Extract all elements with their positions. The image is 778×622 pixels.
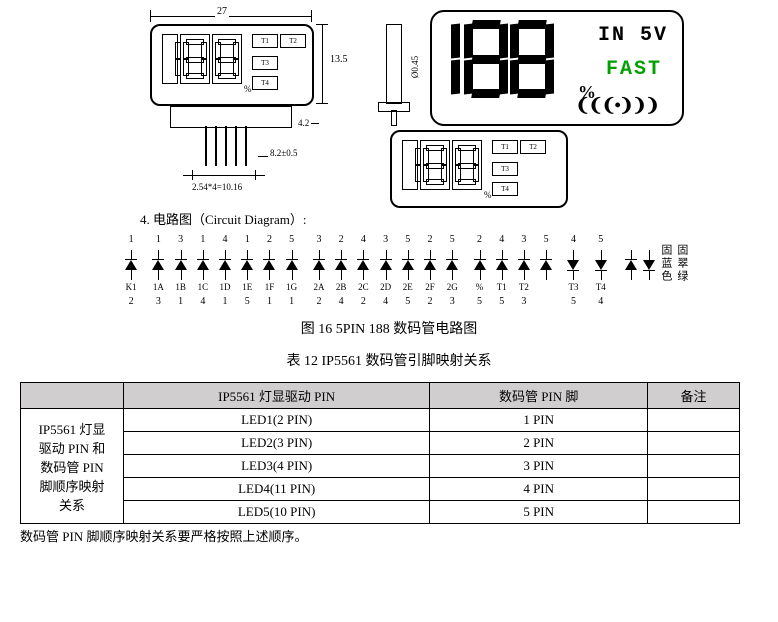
diode-column: 32D4 bbox=[374, 234, 396, 310]
dim-width-label: 27 bbox=[215, 6, 229, 17]
diode-column: 21F1 bbox=[258, 234, 280, 310]
diode-column: 51G1 bbox=[281, 234, 303, 310]
table-row: LED4(11 PIN)4 PIN bbox=[21, 478, 740, 501]
diode-column: 11A3 bbox=[147, 234, 169, 310]
table-header-row: IP5561 灯显驱动 PIN 数码管 PIN 脚 备注 bbox=[21, 383, 740, 409]
side-dia-label: Ø0.45 bbox=[410, 56, 420, 78]
cell-drive-pin: LED4(11 PIN) bbox=[124, 478, 430, 501]
diode-column: 4T15 bbox=[491, 234, 513, 310]
diode-column: 52G3 bbox=[441, 234, 463, 310]
t4-extra bbox=[280, 76, 304, 88]
rowhead-merged: IP5561 灯显驱动 PIN 和数码管 PIN脚顺序映射关系 bbox=[21, 409, 124, 524]
cell-remark bbox=[648, 409, 740, 432]
diode-column: 5T44 bbox=[590, 234, 612, 310]
th-remark: 备注 bbox=[648, 383, 740, 409]
wireless-icon: ❨❨❨•❩❩❩ bbox=[575, 95, 658, 116]
figure-caption: 图 16 5PIN 188 数码管电路图 bbox=[20, 318, 758, 338]
diode-column: 32A2 bbox=[308, 234, 330, 310]
th-tube-pin: 数码管 PIN 脚 bbox=[430, 383, 648, 409]
cell-drive-pin: LED5(10 PIN) bbox=[124, 501, 430, 524]
table-row: LED3(4 PIN)3 PIN bbox=[21, 455, 740, 478]
diode-column: 22B4 bbox=[330, 234, 352, 310]
diode-column: 4T35 bbox=[562, 234, 584, 310]
dim-height-label: 13.5 bbox=[330, 54, 348, 65]
dim-pitch-label: 2.54*4=10.16 bbox=[192, 182, 242, 192]
dim-pinlen: 8.2±0.5 bbox=[270, 148, 297, 158]
section4-label: 4. 电路图（Circuit Diagram）: bbox=[140, 209, 758, 228]
big-lcd: % IN 5V FAST ❨❨❨•❩❩❩ bbox=[430, 10, 684, 126]
footnote: 数码管 PIN 脚顺序映射关系要严格按照上述顺序。 bbox=[20, 526, 758, 545]
digit1-outline bbox=[162, 34, 178, 84]
cell-drive-pin: LED2(3 PIN) bbox=[124, 432, 430, 455]
table-row: LED5(10 PIN)5 PIN bbox=[21, 501, 740, 524]
diagram-row: 27 % T1 T2 T3 T4 13.5 4.2 8.2±0.5 bbox=[130, 10, 758, 205]
pcb-outline bbox=[170, 106, 292, 128]
cell-remark bbox=[648, 455, 740, 478]
diode-column: 41D1 bbox=[214, 234, 236, 310]
big-fast: FAST bbox=[606, 58, 662, 81]
diode-column: 2%5 bbox=[468, 234, 490, 310]
table-caption: 表 12 IP5561 数码管引脚映射关系 bbox=[20, 350, 758, 370]
table-row: LED2(3 PIN)2 PIN bbox=[21, 432, 740, 455]
diode-column: 3T23 bbox=[513, 234, 535, 310]
vtext-green: 固翠绿 bbox=[674, 244, 690, 294]
t2-box: T2 bbox=[280, 34, 306, 48]
th-drive-pin: IP5561 灯显驱动 PIN bbox=[124, 383, 430, 409]
digit3-outline bbox=[212, 34, 242, 84]
percent-small: % bbox=[244, 84, 252, 94]
diode-column: 52E5 bbox=[397, 234, 419, 310]
t1-box: T1 bbox=[252, 34, 278, 48]
lcd-outline-bottom: % T1 T2 T3 T4 bbox=[390, 130, 568, 208]
cell-remark bbox=[648, 432, 740, 455]
cell-tube-pin: 2 PIN bbox=[430, 432, 648, 455]
cell-remark bbox=[648, 478, 740, 501]
cell-drive-pin: LED3(4 PIN) bbox=[124, 455, 430, 478]
diode-column: 11C4 bbox=[192, 234, 214, 310]
big-digit-1 bbox=[440, 20, 462, 98]
cell-tube-pin: 1 PIN bbox=[430, 409, 648, 432]
side-connector: Ø0.45 bbox=[378, 24, 418, 134]
diode-column: 42C2 bbox=[352, 234, 374, 310]
big-digit-3 bbox=[510, 20, 554, 98]
circuit-diagram: 1K1211A331B111C441D111E521F151G132A222B4… bbox=[120, 234, 690, 310]
pins bbox=[205, 126, 247, 166]
table-row: IP5561 灯显驱动 PIN 和数码管 PIN脚顺序映射关系LED1(2 PI… bbox=[21, 409, 740, 432]
big-188 bbox=[440, 20, 556, 98]
diode-column: 5 bbox=[535, 234, 557, 310]
th-blank bbox=[21, 383, 124, 409]
lcd-outline-top: % T1 T2 T3 T4 bbox=[150, 24, 314, 106]
big-in5v: IN 5V bbox=[598, 24, 668, 47]
dim-width bbox=[150, 10, 312, 22]
cell-drive-pin: LED1(2 PIN) bbox=[124, 409, 430, 432]
big-digit-2 bbox=[464, 20, 508, 98]
digit2-outline bbox=[180, 34, 210, 84]
vtext-blue: 固蓝色 bbox=[658, 244, 674, 294]
diode-column: 1K12 bbox=[120, 234, 142, 310]
dim-pindepth: 4.2 bbox=[298, 118, 319, 128]
mechanical-drawing: 27 % T1 T2 T3 T4 13.5 4.2 8.2±0.5 bbox=[130, 10, 370, 205]
cell-tube-pin: 3 PIN bbox=[430, 455, 648, 478]
cell-tube-pin: 4 PIN bbox=[430, 478, 648, 501]
cell-tube-pin: 5 PIN bbox=[430, 501, 648, 524]
diode-column: 11E5 bbox=[236, 234, 258, 310]
dim-pitch bbox=[192, 170, 256, 180]
diode-column: 31B1 bbox=[170, 234, 192, 310]
pin-mapping-table: IP5561 灯显驱动 PIN 数码管 PIN 脚 备注 IP5561 灯显驱动… bbox=[20, 382, 740, 524]
t4-box: T4 bbox=[252, 76, 278, 90]
diode-column: 22F2 bbox=[419, 234, 441, 310]
t3-box: T3 bbox=[252, 56, 278, 70]
dim-height bbox=[316, 24, 328, 104]
cell-remark bbox=[648, 501, 740, 524]
